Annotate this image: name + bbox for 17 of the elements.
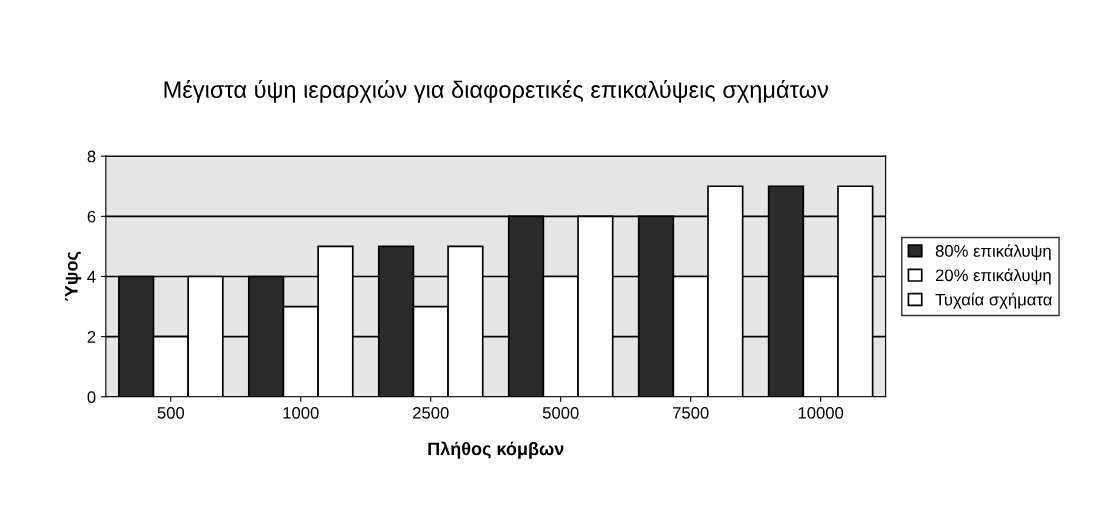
chart-title: Μέγιστα ύψη ιεραρχιών για διαφορετικές επικαλύψεις σχημάτων [164, 80, 828, 103]
x-tick-label: 5000 [542, 406, 579, 419]
y-tick-label: 0 [87, 391, 96, 403]
x-tick-label: 7500 [673, 406, 709, 419]
x-axis-title: Πλήθος κόμβων [428, 441, 564, 459]
legend-label: Τυχαία σχήματα [935, 292, 1052, 309]
x-tick-label: 500 [157, 406, 185, 419]
legend-label: 80% επικάλυψη [935, 244, 1051, 261]
y-tick-label: 2 [87, 331, 96, 343]
y-tick-label: 6 [87, 210, 96, 223]
y-axis-title: Ύψος [65, 251, 82, 301]
x-tick-label: 1000 [283, 406, 319, 419]
y-tick-label: 8 [87, 150, 96, 163]
y-tick-label: 4 [87, 271, 96, 283]
legend-label: 20% επικάλυψη [935, 268, 1051, 285]
x-tick-label: 2500 [413, 406, 449, 419]
x-tick-label: 10000 [798, 406, 844, 419]
